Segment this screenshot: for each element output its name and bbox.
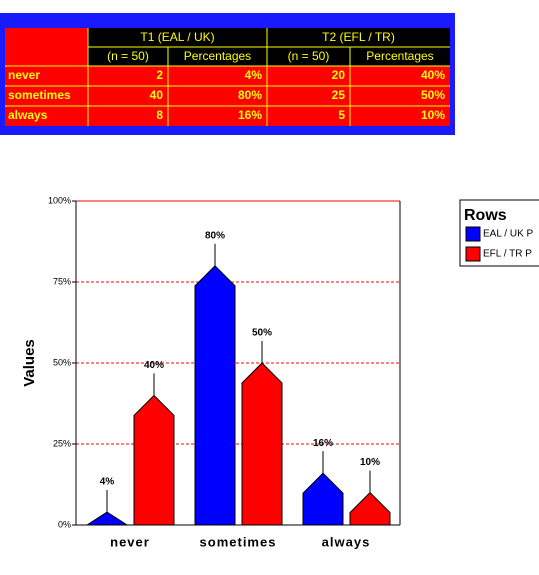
legend-label: EFL / TR P [483,249,532,260]
legend-title: Rows [464,207,507,224]
corner-cell [5,28,88,66]
cell: 80% [238,88,262,102]
data-label: 80% [205,230,225,241]
column-header: Percentages [184,49,251,63]
data-area [5,66,450,126]
x-tick-label: always [322,534,371,549]
bar [85,511,129,526]
cell: 25 [332,88,346,102]
y-tick-label: 75% [53,276,71,286]
bar [241,362,283,526]
y-tick-label: 0% [58,519,71,529]
data-label: 4% [100,477,115,488]
y-axis-label: Values [21,339,38,387]
cell: 2 [156,68,163,82]
data-label: 10% [360,457,380,468]
cell: 50% [421,88,445,102]
row-label: always [8,108,48,122]
bar [194,265,236,526]
column-header: (n = 50) [107,49,149,63]
cell: 10% [421,108,445,122]
group-header: T1 (EAL / UK) [140,30,214,44]
row-label: never [8,68,40,82]
legend-swatch [465,226,481,242]
cell: 5 [338,108,345,122]
data-label: 50% [252,328,272,339]
cell: 40 [150,88,164,102]
cell: 16% [238,108,262,122]
legend-swatch [465,246,481,262]
x-tick-label: sometimes [200,534,277,549]
y-tick-label: 100% [48,195,71,205]
column-header: Percentages [366,49,433,63]
bar [302,472,344,526]
data-label: 40% [144,360,164,371]
cell: 20 [332,68,346,82]
group-header: T2 (EFL / TR) [322,30,395,44]
cell: 8 [156,108,163,122]
cell: 40% [421,68,445,82]
legend-label: EAL / UK P [483,229,534,240]
y-tick-label: 50% [53,357,71,367]
x-tick-label: never [110,534,150,549]
column-header: (n = 50) [288,49,330,63]
row-label: sometimes [8,88,71,102]
bar [133,394,175,526]
data-label: 16% [313,438,333,449]
bar [349,491,391,526]
y-tick-label: 25% [53,438,71,448]
cell: 4% [245,68,263,82]
